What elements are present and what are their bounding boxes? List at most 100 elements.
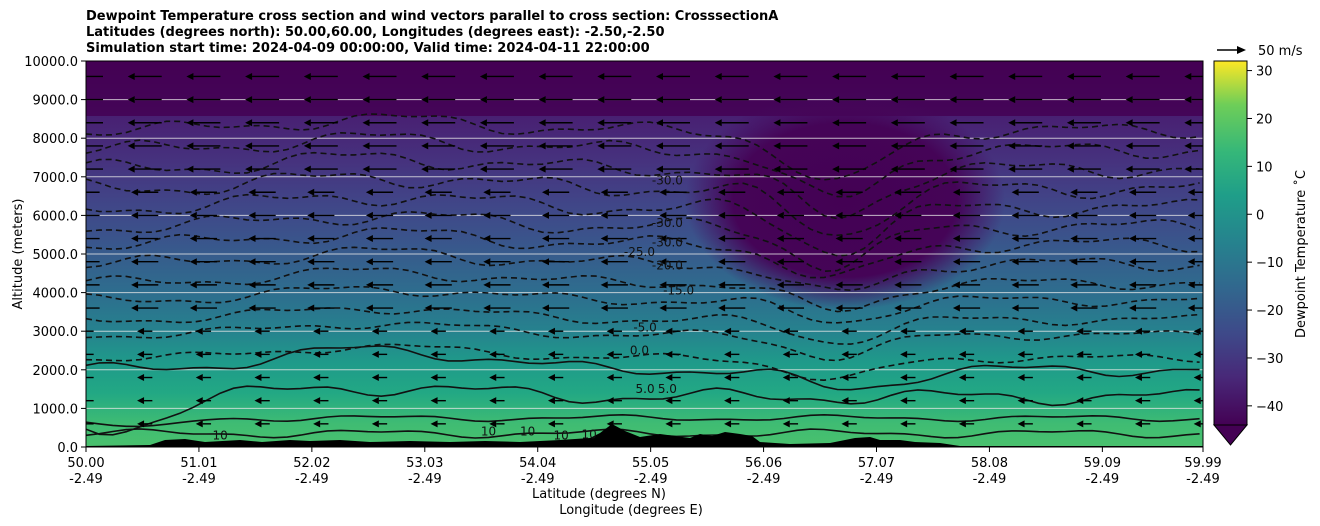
wind-vector-head [489,374,497,382]
wind-vector-head [597,72,605,80]
wind-vector-head [1076,327,1084,335]
wind-vector-head [835,211,843,219]
wind-vector-head [1125,142,1133,150]
wind-vector-head [600,258,608,266]
wind-vector-head [131,258,139,266]
wind-vector-head [303,72,311,80]
contour-line-positive [86,345,1200,391]
wind-vector-head [1017,327,1025,335]
wind-vector-head [776,258,784,266]
wind-vector-head [195,350,203,358]
y-tick-label: 2000.0 [33,364,79,379]
wind-vector-head [127,119,135,127]
wind-vector-head [1125,165,1133,173]
wind-vector-head [773,119,781,127]
colorbar-tick-label: −40 [1256,400,1283,415]
wind-vector-head [542,188,550,196]
x-axis: 50.00-2.4951.01-2.4952.02-2.4953.03-2.49… [67,447,1222,487]
wind-vector-head [659,281,667,289]
contour-label: -30.0 [652,235,683,249]
wind-vector-head [189,235,197,243]
wind-vector-head [1187,281,1195,289]
wind-vector-head [890,96,898,104]
wind-vector-head [248,304,256,312]
wind-vector-head [303,96,311,104]
wind-vector-head [72,189,79,196]
wind-vector-head [362,119,370,127]
wind-vector-head [835,281,843,289]
wind-vector-head [371,374,379,382]
wind-vector-head [656,72,664,80]
wind-vector-head [479,165,487,173]
wind-vector-head [542,235,550,243]
wind-vector-head [776,304,784,312]
wind-vector-head [421,96,429,104]
wind-vector-head [245,119,253,127]
wind-vector-head [479,96,487,104]
wind-vector-head [606,350,614,358]
wind-vector-head [371,420,379,428]
quiver-key-arrowhead [1237,46,1246,54]
wind-vector-head [189,304,197,312]
wind-vector-head [1187,304,1195,312]
wind-vector-head [313,397,321,405]
contour-label: 10 [554,428,569,442]
wind-vector-head [489,420,497,428]
wind-vector-head [137,327,145,335]
wind-vector-head [841,350,849,358]
y-tick-label: 3000.0 [33,325,79,340]
wind-vector-head [890,119,898,127]
dry-core-region [685,90,1005,310]
wind-vector-head [1017,374,1025,382]
wind-vector-head [1129,258,1137,266]
wind-vector-head [424,258,432,266]
wind-vector-head [547,350,555,358]
colorbar-tick-label: −20 [1256,304,1283,319]
wind-vector-head [1184,72,1192,80]
x-tick-label-lon: -2.49 [1186,472,1220,487]
wind-vector-head [656,165,664,173]
wind-vector-head [538,72,546,80]
contour-label: 0.0 [630,344,649,358]
wind-vector-head [186,119,194,127]
wind-vector-head [832,119,840,127]
wind-vector-head [659,235,667,243]
wind-vector-head [542,304,550,312]
contour-line-negative [86,172,1200,237]
wind-vector-head [365,304,373,312]
wind-vector-head [724,350,732,358]
x-tick-label-lat: 53.03 [406,456,443,471]
wind-vector-head [137,420,145,428]
wind-vector-head [78,351,85,358]
wind-vector-head [538,119,546,127]
wind-vector-head [949,119,957,127]
wind-vector-head [254,350,262,358]
wind-vector-head [245,165,253,173]
terrain-silhouette [86,424,1203,447]
y-tick-label: 8000.0 [33,132,79,147]
wind-vector-head [1125,72,1133,80]
wind-vector-head [424,281,432,289]
wind-vector-head [362,142,370,150]
wind-vector-head [958,350,966,358]
wind-vector-head [600,281,608,289]
wind-vector-head [303,119,311,127]
x-tick-label-lon: -2.49 [521,472,555,487]
wind-vector-head [600,235,608,243]
chart-title-line-1: Dewpoint Temperature cross section and w… [86,9,779,24]
x-tick-label-lon: -2.49 [182,472,216,487]
wind-vector-head [1008,96,1016,104]
wind-vector-head [195,374,203,382]
colorbar-tick-label: 30 [1256,65,1273,80]
chart-title-line-3: Simulation start time: 2024-04-09 00:00:… [86,41,650,56]
wind-vector-head [1129,304,1137,312]
wind-vector-head [952,188,960,196]
upper-dry-layer [86,61,1203,116]
colorbar-fill [1214,61,1247,425]
wind-vector-head [248,281,256,289]
wind-vector-head [656,119,664,127]
wind-vector-head [714,142,722,150]
wind-vector-head [1011,235,1019,243]
wind-vector-head [841,327,849,335]
wind-vector-head [131,304,139,312]
